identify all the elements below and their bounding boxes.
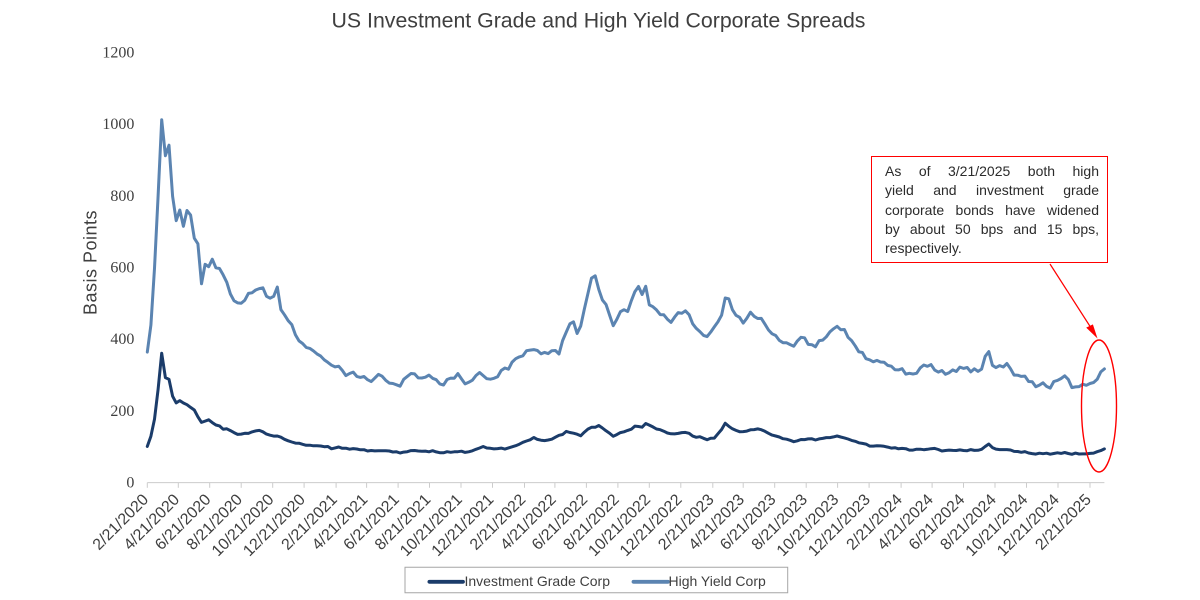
svg-text:Basis Points: Basis Points bbox=[81, 210, 101, 315]
svg-text:US Investment Grade and High Y: US Investment Grade and High Yield Corpo… bbox=[332, 9, 866, 33]
svg-text:High Yield Corp: High Yield Corp bbox=[669, 573, 766, 589]
svg-text:200: 200 bbox=[110, 403, 134, 420]
svg-text:0: 0 bbox=[126, 475, 134, 492]
svg-text:Investment Grade Corp: Investment Grade Corp bbox=[465, 573, 611, 589]
svg-text:600: 600 bbox=[110, 260, 134, 277]
svg-text:1200: 1200 bbox=[102, 44, 134, 61]
svg-text:400: 400 bbox=[110, 331, 134, 348]
svg-text:800: 800 bbox=[110, 188, 134, 205]
svg-text:1000: 1000 bbox=[102, 116, 134, 133]
